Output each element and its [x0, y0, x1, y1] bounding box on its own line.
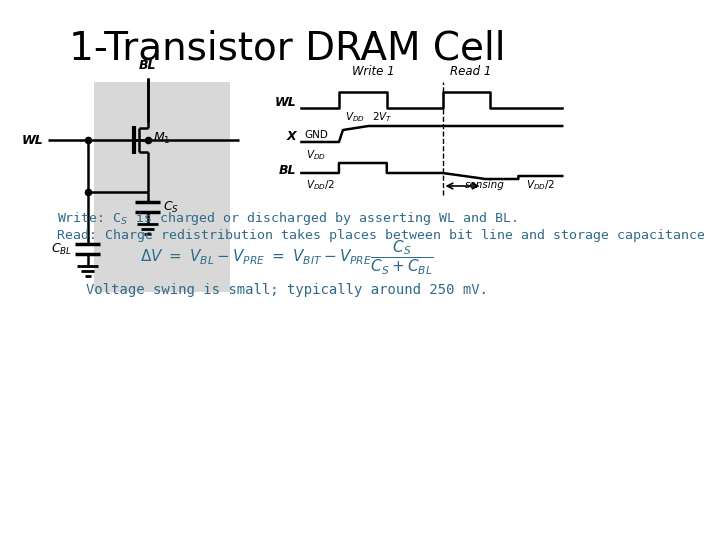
Text: $M_1$: $M_1$: [153, 131, 171, 146]
Text: $V_{DD}$: $V_{DD}$: [345, 110, 364, 124]
Text: $V_{DD}/2$: $V_{DD}/2$: [306, 178, 336, 192]
Text: Read 1: Read 1: [450, 65, 491, 78]
Bar: [94, 82, 230, 292]
Text: sensing: sensing: [465, 180, 505, 190]
Text: Read: Charge redistribution takes places between bit line and storage capacitanc: Read: Charge redistribution takes places…: [58, 229, 706, 242]
Text: Voltage swing is small; typically around 250 mV.: Voltage swing is small; typically around…: [86, 283, 488, 297]
Text: $C_S$: $C_S$: [163, 199, 179, 214]
Text: 1-Transistor DRAM Cell: 1-Transistor DRAM Cell: [69, 30, 505, 68]
Text: BL: BL: [139, 59, 156, 72]
Text: $2V_T$: $2V_T$: [372, 110, 392, 124]
Text: $V_{DD}/2$: $V_{DD}/2$: [526, 178, 556, 192]
Text: X: X: [287, 130, 297, 143]
Text: BL: BL: [279, 165, 297, 178]
Text: Write 1: Write 1: [352, 65, 395, 78]
Text: $\Delta V \ = \ V_{BL} - V_{PRE} \ = \ V_{BIT} - V_{PRE} \dfrac{C_S}{C_S + C_{BL: $\Delta V \ = \ V_{BL} - V_{PRE} \ = \ V…: [140, 239, 434, 277]
Text: $V_{DD}$: $V_{DD}$: [306, 148, 326, 162]
Text: WL: WL: [22, 133, 44, 146]
Text: Write: C$_S$ is charged or discharged by asserting WL and BL.: Write: C$_S$ is charged or discharged by…: [58, 210, 517, 227]
Text: GND: GND: [305, 130, 328, 140]
Text: WL: WL: [275, 96, 297, 109]
Text: $C_{BL}$: $C_{BL}$: [50, 241, 72, 256]
